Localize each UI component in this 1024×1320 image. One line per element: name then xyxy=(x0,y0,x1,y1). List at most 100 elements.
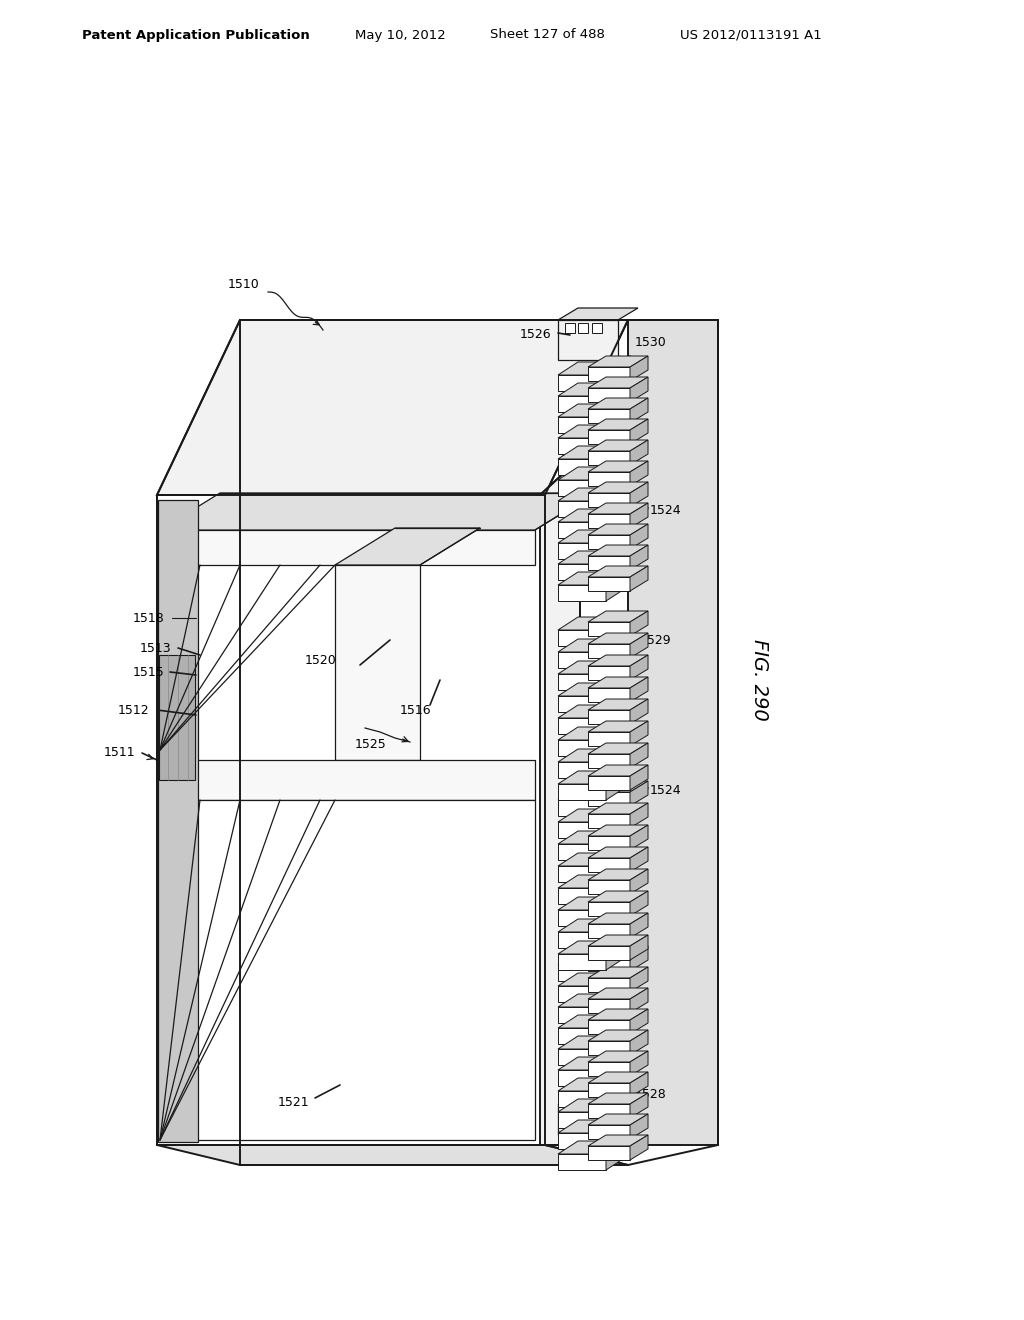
Polygon shape xyxy=(588,754,630,768)
Polygon shape xyxy=(630,503,648,528)
Polygon shape xyxy=(630,1135,648,1160)
Polygon shape xyxy=(588,935,648,946)
Polygon shape xyxy=(606,510,626,539)
Polygon shape xyxy=(558,383,626,396)
Polygon shape xyxy=(558,898,626,909)
Polygon shape xyxy=(558,616,626,630)
Polygon shape xyxy=(588,946,648,957)
Polygon shape xyxy=(558,319,618,360)
Polygon shape xyxy=(588,524,648,535)
Polygon shape xyxy=(558,888,606,904)
Polygon shape xyxy=(159,655,195,780)
Polygon shape xyxy=(558,639,626,652)
Polygon shape xyxy=(606,994,626,1023)
Polygon shape xyxy=(558,652,606,668)
Polygon shape xyxy=(630,987,648,1012)
Polygon shape xyxy=(558,952,626,965)
Polygon shape xyxy=(606,832,626,861)
Polygon shape xyxy=(588,924,630,939)
Text: 1528: 1528 xyxy=(635,1089,667,1101)
Polygon shape xyxy=(160,531,535,565)
Polygon shape xyxy=(558,718,606,734)
Polygon shape xyxy=(565,1093,575,1104)
Polygon shape xyxy=(588,869,648,880)
Polygon shape xyxy=(588,644,630,657)
Polygon shape xyxy=(588,399,648,409)
Polygon shape xyxy=(588,766,648,776)
Polygon shape xyxy=(588,356,648,367)
Polygon shape xyxy=(606,682,626,711)
Polygon shape xyxy=(606,425,626,454)
Polygon shape xyxy=(606,1100,626,1129)
Polygon shape xyxy=(558,459,606,475)
Polygon shape xyxy=(630,913,648,939)
Polygon shape xyxy=(588,825,648,836)
Polygon shape xyxy=(558,543,606,558)
Polygon shape xyxy=(606,661,626,690)
Polygon shape xyxy=(558,1036,626,1049)
Polygon shape xyxy=(558,1133,606,1148)
Polygon shape xyxy=(588,556,630,570)
Polygon shape xyxy=(558,675,606,690)
Polygon shape xyxy=(558,682,626,696)
Text: 1529: 1529 xyxy=(640,634,672,647)
Polygon shape xyxy=(630,781,648,807)
Polygon shape xyxy=(588,1008,648,1020)
Polygon shape xyxy=(630,935,648,960)
Polygon shape xyxy=(558,1154,606,1170)
Polygon shape xyxy=(558,521,606,539)
Polygon shape xyxy=(558,954,606,970)
Polygon shape xyxy=(588,902,630,916)
Polygon shape xyxy=(588,913,648,924)
Polygon shape xyxy=(558,741,606,756)
Polygon shape xyxy=(630,677,648,702)
Polygon shape xyxy=(630,1093,648,1118)
Polygon shape xyxy=(588,968,648,978)
Polygon shape xyxy=(558,909,606,927)
Polygon shape xyxy=(588,545,648,556)
Polygon shape xyxy=(558,480,606,496)
Polygon shape xyxy=(588,1030,648,1041)
Polygon shape xyxy=(592,1093,602,1104)
Polygon shape xyxy=(630,968,648,993)
Polygon shape xyxy=(606,875,626,904)
Text: 1510: 1510 xyxy=(228,279,260,292)
Polygon shape xyxy=(588,388,630,403)
Text: 1511: 1511 xyxy=(104,747,135,759)
Polygon shape xyxy=(558,822,606,838)
Polygon shape xyxy=(558,585,606,601)
Polygon shape xyxy=(588,836,630,850)
Polygon shape xyxy=(558,417,606,433)
Polygon shape xyxy=(588,1051,648,1063)
Polygon shape xyxy=(630,399,648,422)
Polygon shape xyxy=(588,880,630,894)
Polygon shape xyxy=(628,319,718,1144)
Polygon shape xyxy=(630,418,648,444)
Polygon shape xyxy=(558,438,606,454)
Polygon shape xyxy=(558,1093,638,1105)
Polygon shape xyxy=(558,941,626,954)
Polygon shape xyxy=(558,1049,606,1065)
Polygon shape xyxy=(630,847,648,873)
Polygon shape xyxy=(630,611,648,636)
Text: 1524: 1524 xyxy=(650,784,682,796)
Polygon shape xyxy=(588,978,630,993)
Polygon shape xyxy=(606,973,626,1002)
Polygon shape xyxy=(578,323,588,333)
Polygon shape xyxy=(558,696,606,711)
Polygon shape xyxy=(630,1114,648,1139)
Polygon shape xyxy=(630,803,648,828)
Polygon shape xyxy=(606,362,626,391)
Polygon shape xyxy=(630,1051,648,1076)
Polygon shape xyxy=(558,510,626,521)
Polygon shape xyxy=(630,1072,648,1097)
Polygon shape xyxy=(588,776,630,789)
Polygon shape xyxy=(588,667,630,680)
Polygon shape xyxy=(588,677,648,688)
Polygon shape xyxy=(558,973,626,986)
Text: 1512: 1512 xyxy=(118,704,150,717)
Polygon shape xyxy=(630,1030,648,1055)
Polygon shape xyxy=(588,409,630,422)
Polygon shape xyxy=(630,545,648,570)
Polygon shape xyxy=(588,492,630,507)
